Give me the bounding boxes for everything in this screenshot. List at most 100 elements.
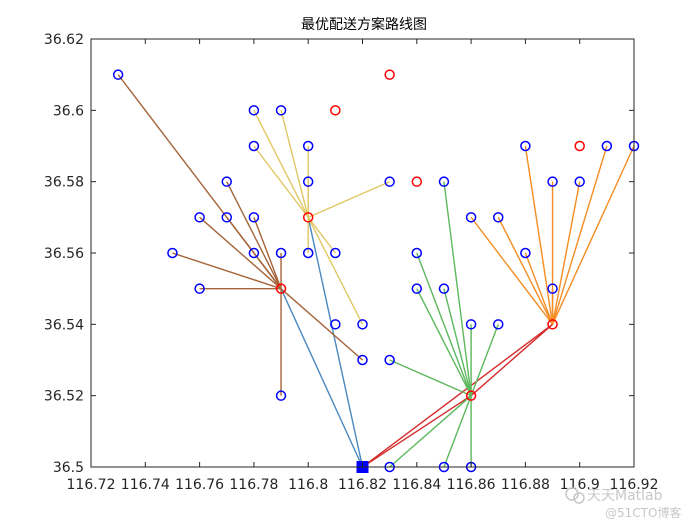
route-line-s5-7 [524, 252, 554, 325]
customer-point-14 [302, 247, 314, 259]
route-line-s1-1 [362, 323, 553, 468]
x-tick-label-0: 116.72 [67, 477, 116, 493]
customer-point-34 [547, 176, 558, 187]
point-markers [112, 69, 640, 473]
customer-point-32 [493, 212, 504, 223]
customer-point-36 [601, 140, 613, 152]
customer-point-15 [330, 247, 341, 259]
x-tick-label-6: 116.84 [392, 477, 441, 493]
route-line-s4-7 [389, 395, 472, 468]
customer-point-4 [302, 140, 314, 152]
route-line-s4-3 [443, 288, 472, 396]
route-line-s2-1 [226, 181, 282, 289]
customer-point-39 [547, 283, 558, 294]
watermark: 天天Matlab @51CTO博客 [565, 487, 681, 520]
customer-point-1 [248, 105, 260, 116]
route-line-s3-2 [253, 145, 309, 218]
candidate-center-point-1 [330, 105, 341, 116]
customer-point-9 [221, 212, 232, 223]
route-line-s1-0 [362, 395, 472, 468]
route-line-s2-4 [253, 217, 282, 289]
candidate-center-point-3 [574, 140, 585, 152]
customer-point-16 [194, 283, 205, 294]
route-line-s5-5 [551, 145, 608, 325]
watermark-line-1: 天天Matlab [587, 488, 663, 504]
x-tick-label-1: 116.74 [121, 477, 170, 493]
x-tick-label-2: 116.76 [175, 477, 224, 493]
route-line-s3-5 [307, 181, 390, 218]
route-line-s3-8 [307, 217, 364, 325]
route-line-s4-8 [443, 395, 472, 468]
customer-point-11 [167, 247, 178, 259]
y-tick-label-0: 36.5 [53, 460, 84, 476]
distribution-center-point-2 [465, 390, 477, 401]
chart-title: 最优配送方案路线图 [301, 16, 427, 33]
route-line-s0-0 [280, 288, 364, 468]
x-tick-label-10: 116.92 [610, 477, 659, 493]
customer-point-23 [411, 283, 423, 294]
customer-point-8 [194, 212, 205, 223]
customer-point-35 [574, 176, 585, 187]
route-line-s3-7 [307, 216, 336, 254]
customer-point-17 [330, 319, 341, 330]
route-lines [117, 74, 635, 468]
route-line-s3-0 [253, 110, 309, 218]
watermark-line-2: @51CTO博客 [605, 505, 681, 520]
distribution-center-point-0 [275, 283, 287, 294]
customer-point-5 [221, 176, 232, 187]
route-line-s4-2 [416, 288, 472, 396]
wechat-logo-icon [565, 487, 579, 501]
customer-point-25 [465, 319, 477, 330]
y-tick-label-3: 36.56 [44, 246, 84, 262]
customer-point-2 [275, 105, 287, 116]
customer-point-33 [520, 140, 531, 152]
customer-point-31 [465, 212, 477, 223]
distribution-center-point-3 [547, 319, 558, 330]
customer-point-24 [438, 283, 450, 294]
y-tick-label-4: 36.58 [44, 175, 84, 191]
x-tick-label-8: 116.88 [501, 477, 550, 493]
y-tick-label-5: 36.6 [53, 103, 84, 119]
y-tick-label-1: 36.52 [44, 389, 84, 405]
customer-point-12 [248, 247, 260, 259]
route-line-s3-1 [280, 110, 309, 218]
x-tick-label-4: 116.8 [288, 477, 328, 493]
route-line-s4-5 [470, 324, 499, 396]
customer-point-21 [438, 176, 450, 187]
x-tick-label-3: 116.78 [229, 477, 278, 493]
customer-point-27 [384, 354, 395, 366]
route-line-s5-0 [470, 216, 554, 325]
y-tick-label-6: 36.62 [44, 32, 84, 48]
customer-point-10 [248, 212, 260, 223]
customer-point-6 [302, 176, 314, 187]
route-line-s2-2 [199, 216, 282, 290]
route-line-s2-5 [172, 252, 282, 290]
y-tick-label-2: 36.54 [44, 317, 84, 333]
customer-point-18 [357, 319, 368, 330]
candidate-center-point-0 [384, 69, 395, 80]
customer-point-22 [411, 247, 423, 259]
route-line-s0-1 [307, 217, 364, 468]
route-line-s2-10 [280, 288, 363, 361]
customer-point-7 [384, 176, 395, 187]
customer-point-38 [520, 247, 531, 259]
route-line-s2-6 [253, 252, 282, 290]
route-line-s5-4 [551, 181, 581, 325]
customer-point-13 [275, 247, 287, 259]
route-line-s5-1 [497, 217, 554, 325]
route-line-s4-6 [389, 359, 472, 397]
customer-point-20 [275, 390, 287, 401]
route-line-s4-0 [443, 181, 472, 396]
wechat-logo-icon-secondary [573, 492, 585, 504]
customer-point-19 [357, 354, 368, 366]
x-tick-label-5: 116.82 [338, 477, 387, 493]
customer-point-0 [112, 69, 124, 80]
route-line-s5-6 [551, 145, 635, 325]
customer-point-3 [248, 140, 260, 152]
route-line-s4-1 [416, 252, 472, 396]
x-tick-label-7: 116.86 [447, 477, 496, 493]
distribution-center-point-1 [302, 212, 314, 223]
candidate-center-point-2 [411, 176, 423, 187]
